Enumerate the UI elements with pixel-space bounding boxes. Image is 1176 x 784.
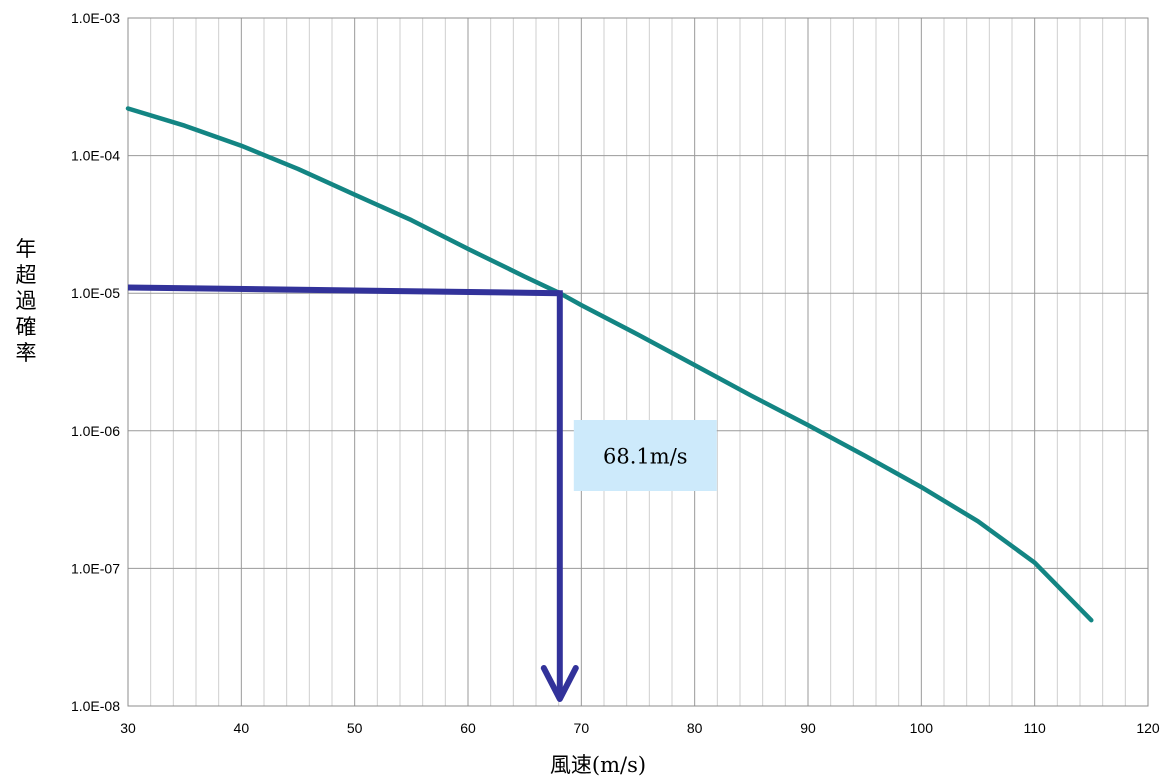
x-tick-label: 70 bbox=[574, 720, 590, 736]
series-layer bbox=[125, 106, 1094, 623]
annotation-label: 68.1m/s bbox=[603, 445, 688, 469]
grid bbox=[127, 17, 1149, 707]
y-axis-title-char: 超 bbox=[16, 263, 37, 287]
y-axis-title-char: 年 bbox=[16, 237, 37, 261]
x-tick-label: 100 bbox=[910, 720, 934, 736]
x-tick-label: 40 bbox=[234, 720, 250, 736]
annotation-box bbox=[573, 420, 717, 491]
y-tick-label: 1.0E-06 bbox=[71, 423, 120, 439]
x-tick-label: 30 bbox=[120, 720, 136, 736]
y-axis-title-char: 率 bbox=[16, 341, 37, 365]
horizontal-guide-line bbox=[127, 284, 560, 297]
arrow-head bbox=[540, 665, 579, 702]
series-line bbox=[125, 106, 1094, 623]
y-tick-labels: 1.0E-08 1.0E-07 1.0E-06 1.0E-05 1.0E-04 1.0E-… bbox=[71, 10, 120, 714]
guide-layer: 68.1m/s bbox=[127, 284, 717, 702]
y-axis-title-char: 過 bbox=[16, 289, 37, 313]
x-tick-label: 50 bbox=[347, 720, 363, 736]
x-tick-label: 110 bbox=[1024, 720, 1047, 736]
y-tick-label: 1.0E-08 bbox=[71, 698, 120, 714]
y-tick-label: 1.0E-05 bbox=[71, 285, 120, 301]
x-axis-title: 風速(m/s) bbox=[550, 753, 646, 777]
y-tick-label: 1.0E-04 bbox=[71, 148, 120, 164]
x-tick-labels: 30 40 50 60 70 80 90 100 110 120 bbox=[120, 720, 1160, 736]
x-tick-label: 60 bbox=[460, 720, 476, 736]
y-axis-title-char: 確 bbox=[16, 315, 37, 339]
y-tick-label: 1.0E-07 bbox=[71, 560, 120, 576]
plot-area-border bbox=[127, 17, 1149, 707]
x-tick-label: 90 bbox=[800, 720, 816, 736]
x-tick-label: 120 bbox=[1136, 720, 1160, 736]
y-tick-label: 1.0E-03 bbox=[71, 10, 120, 26]
x-tick-label: 80 bbox=[687, 720, 703, 736]
